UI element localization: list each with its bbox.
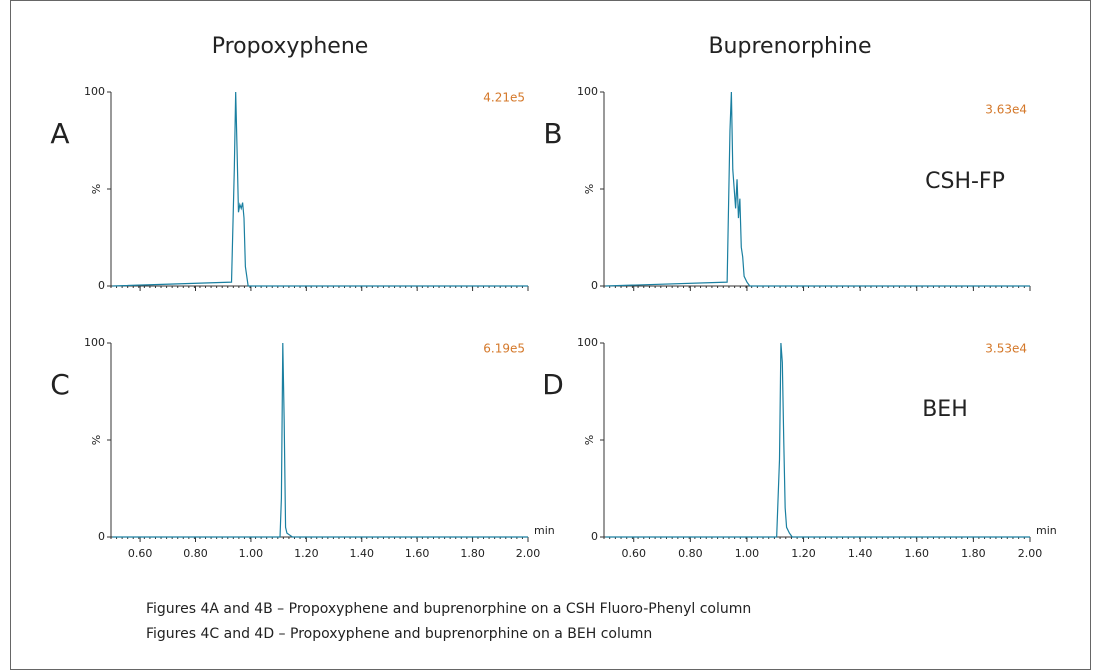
y-tick-label: 100	[84, 85, 105, 98]
x-tick-label: 1.80	[460, 547, 485, 560]
panel-label: D	[542, 368, 564, 401]
x-tick-label: 1.20	[791, 547, 816, 560]
x-tick-label: 0.60	[128, 547, 153, 560]
x-tick-label: 1.00	[239, 547, 264, 560]
intensity: 6.19e5	[483, 342, 525, 356]
panel-label: B	[543, 117, 562, 150]
x-tick-label: 0.60	[621, 547, 646, 560]
x-tick-label: 1.40	[848, 547, 873, 560]
intensity: 3.53e4	[985, 342, 1027, 356]
y-tick-label: 0	[591, 530, 598, 543]
x-tick-label: 1.20	[294, 547, 319, 560]
trace	[112, 342, 528, 538]
caption: Figures 4A and 4B – Propoxyphene and bup…	[146, 601, 751, 617]
x-tick-label: 1.40	[350, 547, 375, 560]
intensity: 4.21e5	[483, 91, 525, 105]
frame	[10, 0, 1091, 670]
column-title: Propoxyphene	[212, 34, 369, 59]
y-tick-label: 0	[98, 530, 105, 543]
y-tick-label: 0	[591, 279, 598, 292]
y-tick-label: %	[90, 435, 103, 445]
x-tick-label: 0.80	[183, 547, 208, 560]
x-tick-label: 1.80	[961, 547, 986, 560]
column-title: Buprenorphine	[708, 34, 871, 59]
y-tick-label: 100	[577, 336, 598, 349]
x-axis-label: min	[534, 524, 555, 537]
panel-label: C	[50, 368, 70, 401]
y-tick-label: 100	[84, 336, 105, 349]
y-tick-label: %	[583, 184, 596, 194]
x-tick-label: 1.60	[405, 547, 430, 560]
y-tick-label: %	[583, 435, 596, 445]
x-tick-label: 2.00	[516, 547, 541, 560]
panel-label: A	[50, 117, 69, 150]
x-tick-label: 1.60	[905, 547, 930, 560]
caption: Figures 4C and 4D – Propoxyphene and bup…	[146, 626, 652, 642]
x-tick-label: 2.00	[1018, 547, 1043, 560]
row-label: BEH	[922, 397, 968, 422]
x-axis-label: min	[1036, 524, 1057, 537]
trace	[605, 342, 1030, 538]
y-tick-label: %	[90, 184, 103, 194]
x-tick-label: 0.80	[678, 547, 703, 560]
row-label: CSH-FP	[925, 169, 1005, 194]
trace	[605, 91, 1030, 287]
y-tick-label: 100	[577, 85, 598, 98]
intensity: 3.63e4	[985, 103, 1027, 117]
y-tick-label: 0	[98, 279, 105, 292]
x-tick-label: 1.00	[735, 547, 760, 560]
trace	[112, 91, 528, 287]
